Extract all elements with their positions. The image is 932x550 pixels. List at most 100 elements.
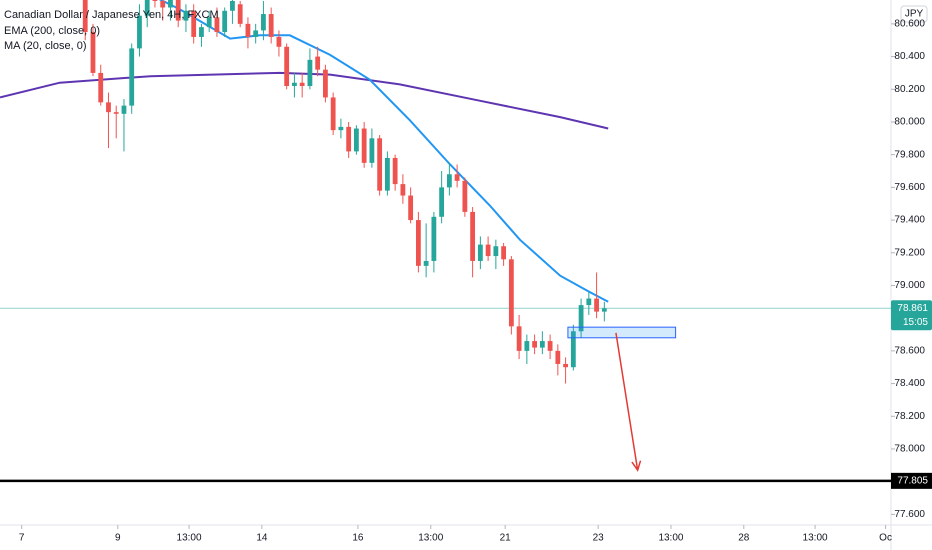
candle-body [431,216,437,261]
x-tick-label: 28 [738,533,750,544]
candle-body [237,4,243,24]
candle-body [346,126,352,152]
candle-body [299,82,305,87]
candle-body [245,23,251,37]
candle-body [152,0,158,1]
price-label: 78.861 [897,303,928,314]
candle-body [485,244,491,257]
candle-body [90,32,96,73]
candle-body [261,14,266,31]
legend-entry: MA (20, close, 0) [4,40,87,52]
candle-body [106,102,111,113]
candle-body [183,10,189,21]
chart-title: Canadian Dollar / Japanese Yen, 4H, FXCM [4,9,219,21]
candle-body [121,105,127,114]
countdown: 15:05 [903,317,928,328]
x-tick-label: 13:00 [418,533,443,544]
candle-body [307,59,313,87]
candle-body [601,308,607,312]
y-tick-label: 78.400 [894,378,925,389]
x-tick-label: 16 [352,533,364,544]
candle-body [586,298,592,306]
candle-body [137,15,142,49]
candle-body [330,97,336,131]
candle-body [292,82,297,87]
y-tick-label: 80.600 [894,19,925,30]
candle-body [470,211,476,261]
candle-body [392,157,398,185]
candle-body [168,0,173,8]
y-tick-label: 78.000 [894,444,925,455]
y-tick-label: 78.200 [894,411,925,422]
candle-body [477,244,483,261]
candle-body [253,30,259,37]
currency-box[interactable] [900,5,928,23]
candle-body [493,246,499,257]
y-tick-label: 77.600 [894,509,925,520]
candle-body [454,174,460,181]
candle-body [462,180,468,212]
x-tick-label: 21 [500,533,512,544]
candle-body [338,126,344,131]
candle-body [315,56,321,70]
x-tick-label: 7 [19,533,25,544]
candle-body [113,112,119,114]
y-tick-label: 79.600 [894,182,925,193]
level-tag [891,472,932,489]
candle-body [578,305,584,332]
y-tick-label: 80.000 [894,117,925,128]
candle-body [129,48,135,106]
candle-body [400,184,406,196]
plot-area [0,0,891,483]
y-tick-label: 79.800 [894,149,925,160]
candle-body [384,157,390,191]
candle-body [594,298,599,312]
candle-body [570,331,576,368]
candle-body [206,17,212,28]
candle-body [222,10,228,33]
y-tick-label: 80.200 [894,84,925,95]
candle-body [547,341,553,351]
legend-entry: EMA (200, close, 0) [4,25,100,37]
candle-body [439,187,445,217]
candle-body [284,46,290,87]
candle-body [214,17,220,33]
candle-body [230,0,235,11]
candle-body [98,72,104,103]
y-tick-label: 79.400 [894,215,925,226]
candle-body [508,259,514,327]
candle-body [415,220,421,266]
candle-body [377,138,383,191]
zone [567,326,677,339]
indicator-line [0,71,609,130]
y-tick-label: 79.000 [894,280,925,291]
x-tick-label: Oc [879,533,892,544]
price-tag [891,300,932,331]
candle-body [369,138,375,163]
x-tick-label: 13:00 [177,533,202,544]
candle-body [144,0,150,16]
candle-body [408,195,414,221]
candle-body [532,341,538,348]
candle-body [175,0,181,21]
x-tick-label: 14 [256,533,268,544]
candle-body [199,27,204,37]
candle-body [555,350,561,364]
x-tick-label: 9 [115,533,121,544]
candle-body [516,326,522,351]
candle-body [501,246,507,260]
candle-body [563,363,568,368]
y-tick-label: 78.600 [894,346,925,357]
candle-body [361,128,367,163]
y-tick-label: 79.200 [894,247,925,258]
candle-body [323,69,328,98]
x-tick-label: 23 [593,533,605,544]
candle-body [539,341,545,348]
candle-body [191,10,197,37]
candle-body [160,0,166,8]
arrow [615,332,642,472]
candle-body [446,174,452,188]
indicator-line [159,0,609,303]
